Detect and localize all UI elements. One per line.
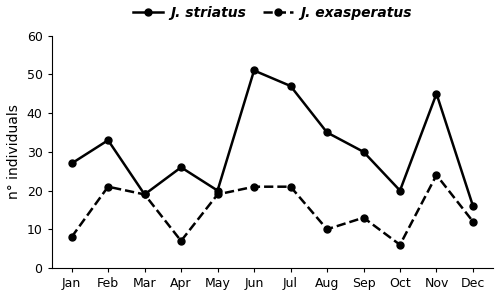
Legend: J. striatus, J. exasperatus: J. striatus, J. exasperatus — [127, 1, 418, 26]
Y-axis label: n° individuals: n° individuals — [7, 105, 21, 199]
